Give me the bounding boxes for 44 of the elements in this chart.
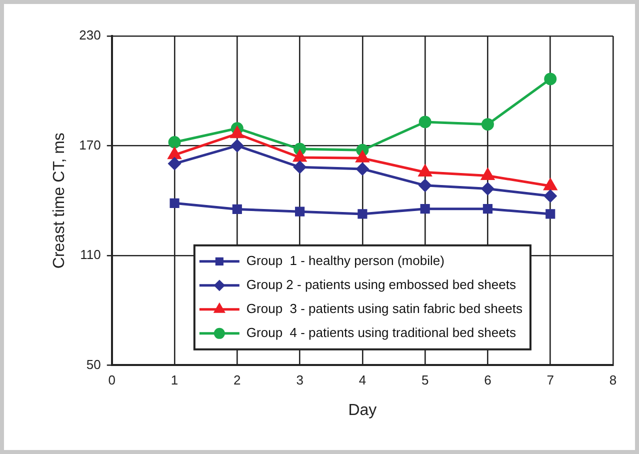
y-tick-label: 170 [79,137,101,152]
point [418,165,432,176]
legend-label: Group 4 - patients using traditional bed sheets [246,325,516,340]
point [293,150,306,162]
point [356,162,369,176]
point [418,116,432,128]
x-tick-label: 3 [296,372,304,388]
point [481,182,494,195]
x-axis-title: Day [348,402,377,419]
x-tick-label: 5 [421,372,429,388]
point [544,178,557,190]
point [168,157,181,170]
x-tick-label: 2 [234,372,241,388]
x-tick-label: 0 [108,372,116,388]
point [170,198,180,208]
point [294,160,306,174]
point [232,204,242,214]
x-tick-label: 1 [170,372,178,388]
point [544,72,557,86]
point [481,118,494,131]
point [358,209,368,219]
point [420,204,430,214]
point [481,168,494,180]
point [482,204,493,214]
point [546,209,556,219]
point [544,190,557,202]
x-tick-label: 4 [358,372,366,388]
point [168,148,181,160]
point [230,139,244,152]
point [356,150,369,162]
legend-label: Group 2 - patients using embossed bed sheets [246,277,516,292]
y-axis-title: Creast time CT, ms [51,132,68,269]
x-tick-label: 8 [609,372,617,388]
legend-label: Group 1 - healthy person (mobile) [246,253,444,268]
point [230,126,244,138]
y-tick-label: 230 [79,28,101,43]
x-tick-label: 7 [546,372,554,388]
legend-label: Group 3 - patients using satin fabric bed sheets [246,301,523,316]
point [418,179,432,192]
point [168,136,181,149]
y-tick-label: 50 [86,356,101,372]
point [295,206,305,216]
y-tick-label: 110 [80,247,101,262]
x-tick-label: 6 [484,372,492,388]
